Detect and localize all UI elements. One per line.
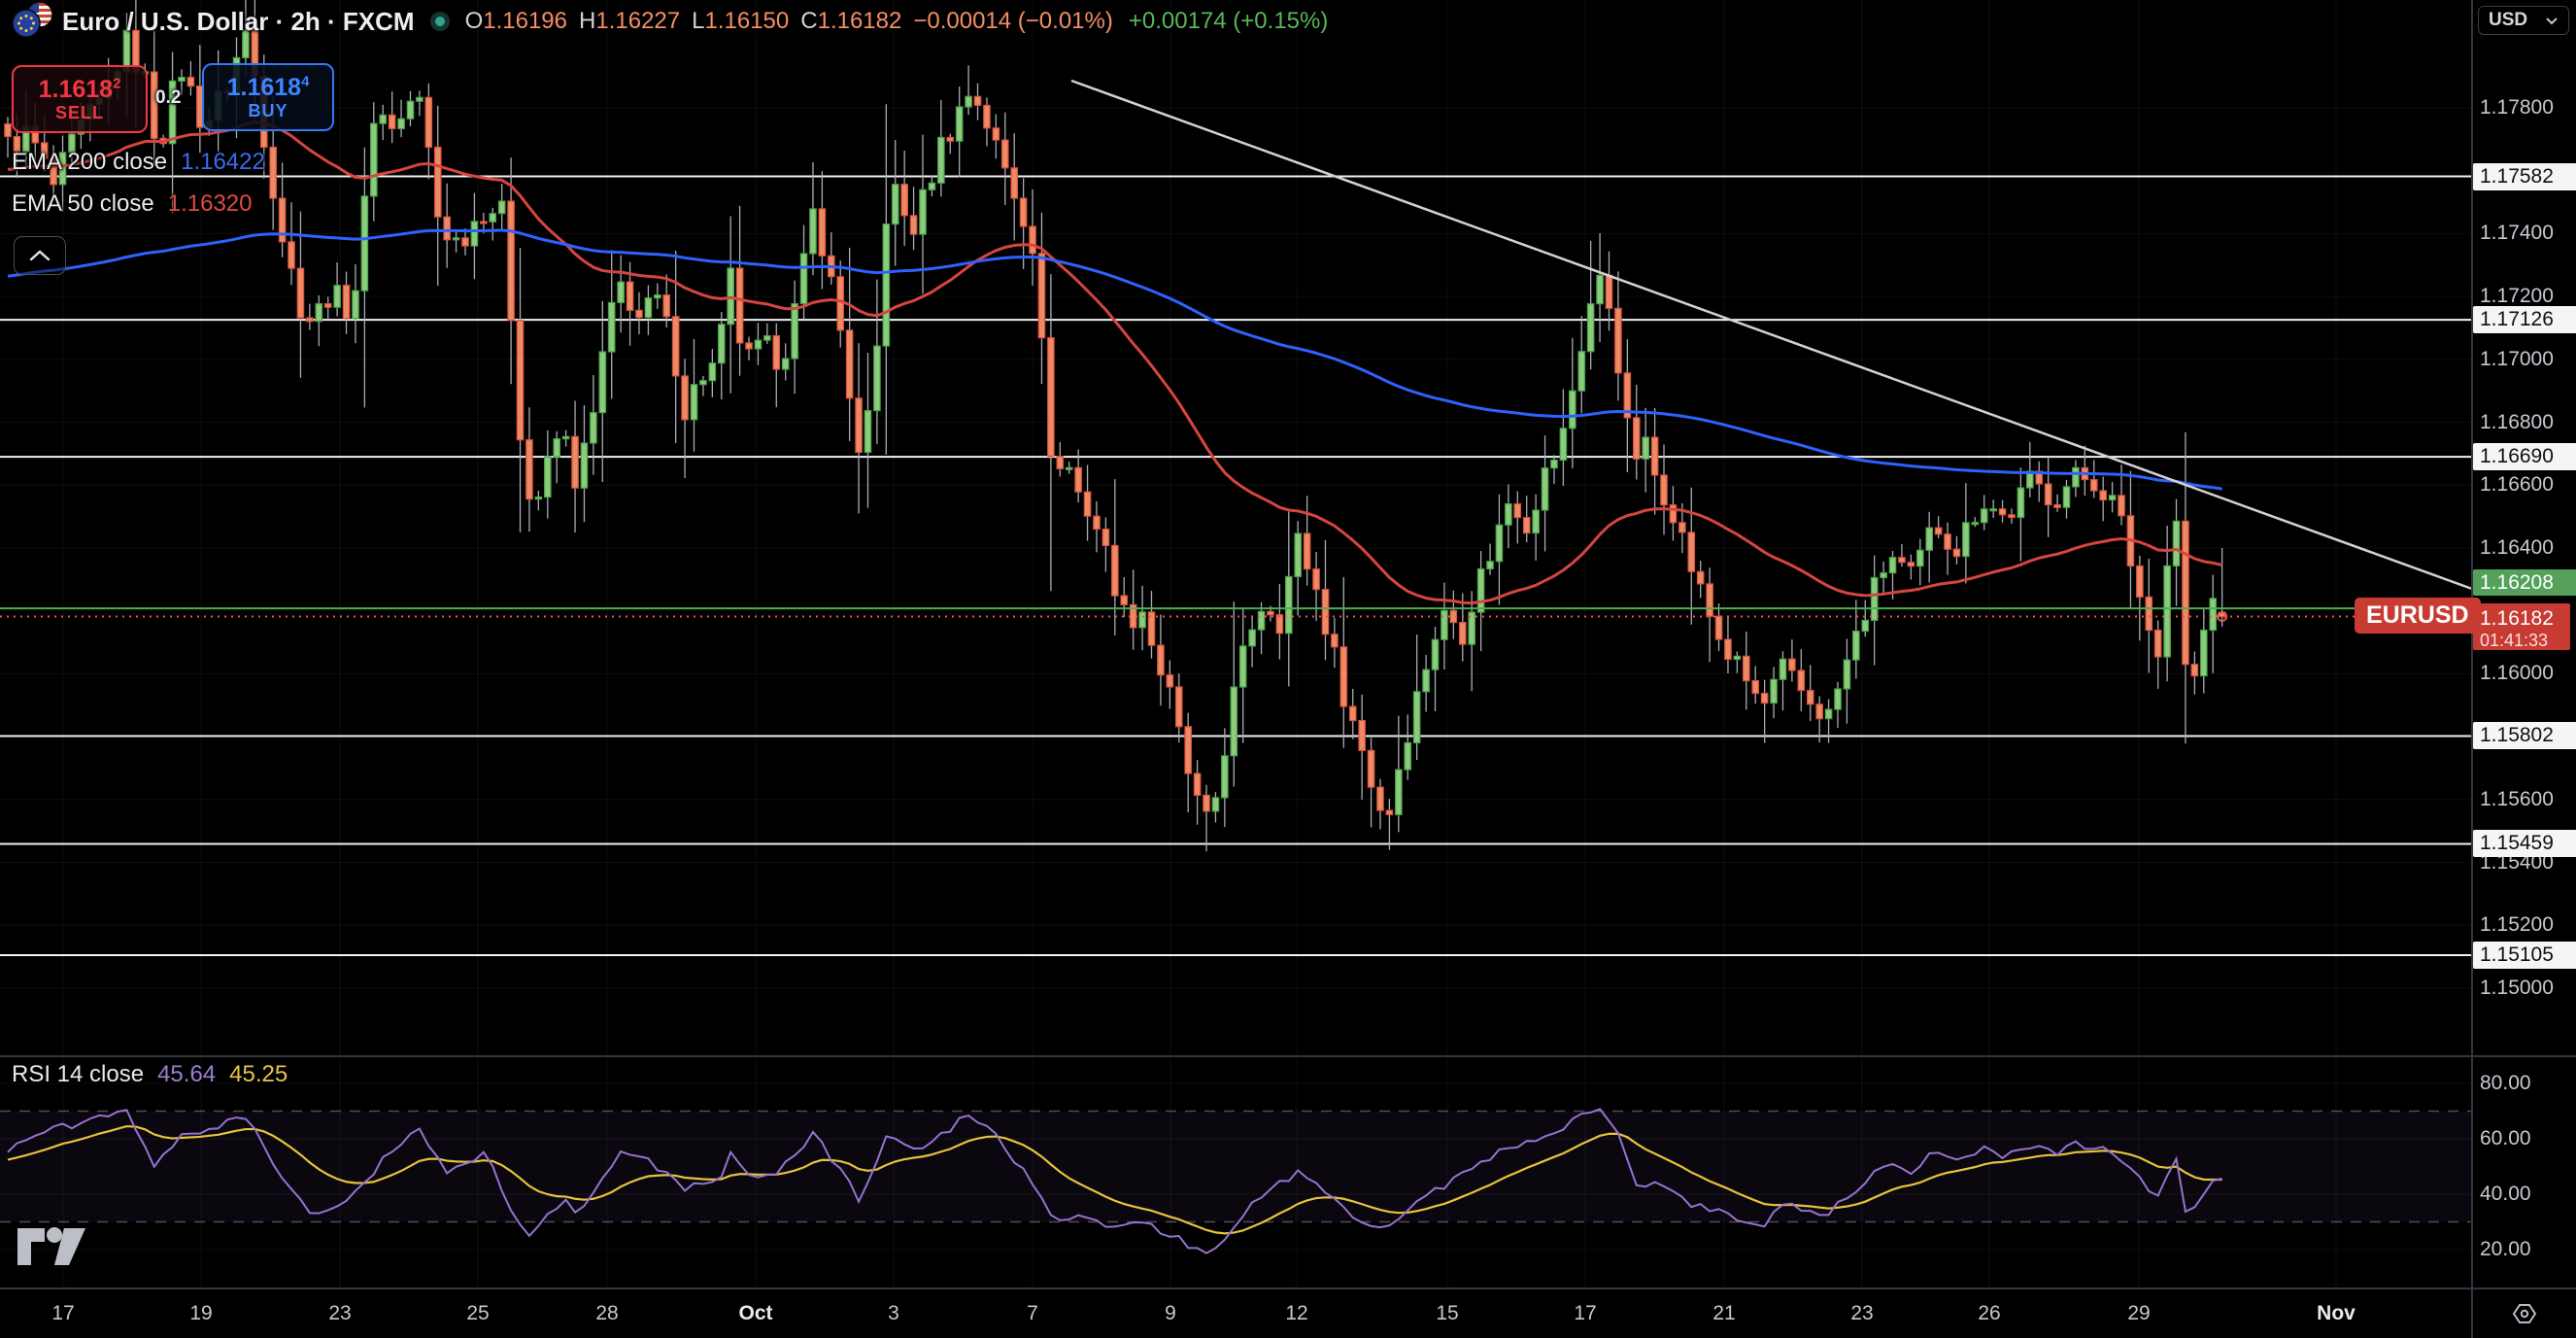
rsi-line[interactable]	[7, 1108, 2222, 1254]
ema50-label: EMA 50 close	[12, 190, 154, 217]
price-tick-label: 1.17000	[2480, 347, 2554, 370]
buy-price-fraction: 4	[301, 73, 310, 90]
rsi-tick-label: 80.00	[2480, 1072, 2531, 1094]
open-label: O	[464, 8, 484, 34]
spread-value: 0.2	[155, 87, 182, 108]
time-tick-label: 9	[1165, 1302, 1176, 1324]
buy-button[interactable]: 1.16184 BUY	[202, 63, 334, 131]
candlestick-series	[4, 0, 2226, 852]
price-tick-label: 1.16400	[2480, 536, 2554, 559]
time-tick-label: 26	[1978, 1302, 2001, 1324]
level-price-label: 1.17126	[2473, 306, 2576, 334]
level-price-label: 1.15802	[2473, 722, 2576, 750]
time-tick-label: 23	[328, 1302, 352, 1324]
time-tick-label: 28	[595, 1302, 619, 1324]
symbol-price-tag: EURUSD	[2355, 597, 2481, 634]
ema200-value: 1.16422	[181, 149, 265, 175]
rsi-tick-label: 40.00	[2480, 1183, 2531, 1205]
price-tick-label: 1.16000	[2480, 662, 2554, 685]
time-tick-label: 19	[189, 1302, 213, 1324]
bar-countdown: 01:41:33	[2480, 630, 2549, 650]
support-resistance-lines[interactable]	[0, 175, 2472, 957]
price-tick-label: 1.17800	[2480, 96, 2554, 119]
open-value: 1.16196	[483, 8, 568, 34]
trendline[interactable]	[1070, 79, 2473, 591]
level-price-label: 1.17582	[2473, 162, 2576, 190]
low-label: L	[692, 8, 705, 34]
ema200-line[interactable]	[7, 228, 2222, 491]
ema50-value: 1.16320	[167, 190, 253, 217]
last-price-value: 1.16182	[2480, 606, 2554, 630]
time-tick-label: 29	[2127, 1302, 2151, 1324]
rsi-tick-label: 60.00	[2480, 1127, 2531, 1149]
sell-button[interactable]: 1.16182 SELL	[12, 65, 148, 133]
symbol-header[interactable]: Euro / U.S. Dollar · 2h · FXCM O1.16196 …	[12, 0, 1329, 38]
rsi-value: 45.64	[157, 1061, 217, 1087]
change-value: −0.00014 (−0.01%)	[913, 8, 1113, 34]
price-tick-label: 1.15600	[2480, 787, 2554, 810]
chevron-up-icon	[29, 250, 51, 261]
ema200-label: EMA 200 close	[12, 149, 168, 175]
time-tick-label: 12	[1285, 1302, 1308, 1324]
extended-change-value: +0.00174 (+0.15%)	[1128, 8, 1329, 34]
time-tick-label: 7	[1027, 1302, 1038, 1324]
ema200-legend[interactable]: EMA 200 close 1.16422	[12, 149, 265, 176]
symbol-title[interactable]: Euro / U.S. Dollar · 2h · FXCM	[62, 6, 415, 36]
price-tick-label: 1.15200	[2480, 913, 2554, 937]
level-price-label: 1.16690	[2473, 443, 2576, 471]
pair-flags-icon	[12, 0, 53, 44]
rsi-ma-line[interactable]	[7, 1124, 2222, 1235]
close-label: C	[800, 8, 818, 34]
rsi-legend[interactable]: RSI 14 close 45.64 45.25	[12, 1061, 288, 1088]
market-status-icon[interactable]	[429, 12, 450, 31]
currency-label: USD	[2489, 10, 2528, 30]
price-tick-label: 1.16800	[2480, 410, 2554, 433]
sell-price: 1.1618	[38, 75, 114, 103]
time-tick-label: Oct	[738, 1302, 773, 1324]
last-price-label: 1.16182 01:41:33	[2473, 602, 2570, 650]
ohlc-values: O1.16196 H1.16227 L1.16150 C1.16182 −0.0…	[465, 8, 1329, 35]
price-tick-label: 1.15000	[2480, 977, 2554, 999]
rsi-band	[0, 1111, 2472, 1222]
buy-label: BUY	[248, 100, 288, 120]
sell-label: SELL	[54, 102, 104, 122]
chevron-down-icon	[2546, 17, 2558, 24]
high-label: H	[579, 8, 596, 34]
level-price-label: 1.15459	[2473, 830, 2576, 858]
time-tick-label: 25	[466, 1302, 490, 1324]
price-tick-label: 1.17200	[2480, 285, 2554, 308]
buy-price: 1.1618	[226, 73, 302, 101]
collapse-pane-button[interactable]	[14, 236, 66, 275]
time-tick-label: 23	[1850, 1302, 1874, 1324]
settings-button[interactable]	[2510, 1299, 2539, 1328]
time-tick-label: 17	[51, 1302, 75, 1324]
gear-icon	[2512, 1304, 2537, 1323]
last-price-marker	[2217, 611, 2228, 623]
high-value: 1.16227	[595, 8, 681, 34]
ema50-line[interactable]	[7, 120, 2222, 605]
rsi-ma-value: 45.25	[229, 1061, 288, 1087]
currency-selector-button[interactable]: USD	[2478, 6, 2569, 35]
time-tick-label: 15	[1436, 1302, 1459, 1324]
rsi-tick-label: 20.00	[2480, 1238, 2531, 1260]
time-tick-label: Nov	[2317, 1302, 2356, 1324]
time-tick-label: 17	[1574, 1302, 1597, 1324]
level-price-label: 1.15105	[2473, 942, 2576, 970]
rsi-label: RSI 14 close	[12, 1061, 145, 1087]
ema50-legend[interactable]: EMA 50 close 1.16320	[12, 190, 253, 218]
gridlines	[0, 0, 2472, 1288]
bid-price-label: 1.16208	[2473, 569, 2576, 597]
low-value: 1.16150	[704, 8, 790, 34]
close-value: 1.16182	[817, 8, 902, 34]
tradingview-watermark	[17, 1227, 85, 1265]
price-tick-label: 1.17400	[2480, 222, 2554, 245]
price-tick-label: 1.16600	[2480, 473, 2554, 497]
sell-price-fraction: 2	[113, 75, 121, 92]
time-tick-label: 21	[1712, 1302, 1736, 1324]
time-tick-label: 3	[888, 1302, 899, 1324]
